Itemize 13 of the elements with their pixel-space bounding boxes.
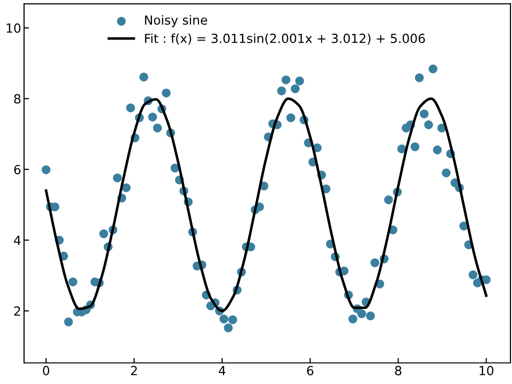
legend-label: Fit : f(x) = 3.011sin(2.001x + 3.012) + 5.006 <box>145 33 425 45</box>
y-tick-label: 2 <box>14 306 20 316</box>
legend-label: Noisy sine <box>145 15 208 28</box>
y-tick-label: 8 <box>14 94 20 104</box>
x-tick-label: 2 <box>131 366 137 376</box>
x-tick-label: 4 <box>218 366 226 376</box>
x-tick-label: 6 <box>307 366 314 376</box>
y-tick-label: 4 <box>14 236 21 245</box>
y-tick-label: 6 <box>14 164 20 174</box>
x-tick-label: 8 <box>395 366 402 376</box>
x-tick-label: 10 <box>480 366 494 376</box>
x-tick-label: 0 <box>42 366 50 376</box>
y-tick-label: 10 <box>6 23 20 33</box>
